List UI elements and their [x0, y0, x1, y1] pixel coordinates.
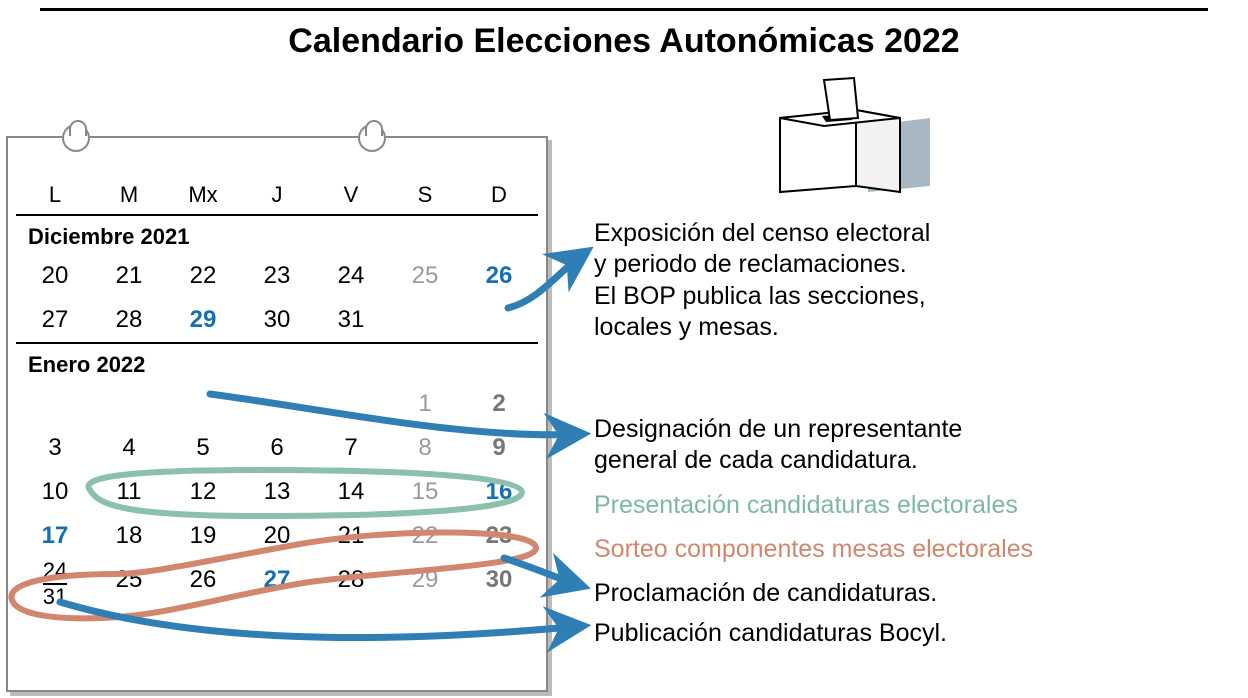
- calendar-day: 15: [388, 472, 462, 512]
- calendar-day: 2: [462, 384, 536, 424]
- calendar-day: 20: [240, 516, 314, 556]
- calendar-day: 29: [166, 300, 240, 340]
- calendar-day: 27: [18, 300, 92, 340]
- weekday-label: V: [314, 182, 388, 208]
- calendar-day: 29: [388, 560, 462, 617]
- weekday-label: S: [388, 182, 462, 208]
- calendar-day: 23: [462, 516, 536, 556]
- calendar-day: 14: [314, 472, 388, 512]
- weekday-label: M: [92, 182, 166, 208]
- binder-holes: [8, 124, 546, 152]
- month-label: Enero 2022: [16, 342, 538, 382]
- calendar-day: 5: [166, 428, 240, 468]
- calendar-months: Diciembre 2021202122232425262728293031En…: [8, 214, 546, 619]
- calendar-day: 11: [92, 472, 166, 512]
- month-label: Diciembre 2021: [16, 214, 538, 254]
- calendar-day: 25: [92, 560, 166, 617]
- calendar-day: 8: [388, 428, 462, 468]
- calendar-week: 10111213141516: [8, 470, 546, 514]
- calendar-day: [166, 384, 240, 424]
- calendar-week: 20212223242526: [8, 254, 546, 298]
- calendar-day: 9: [462, 428, 536, 468]
- calendar-day: 21: [92, 256, 166, 296]
- event-item: Presentación candidaturas electorales: [594, 490, 1018, 521]
- calendar-day: 28: [314, 560, 388, 617]
- calendar-day: 1: [388, 384, 462, 424]
- event-item: Sorteo componentes mesas electorales: [594, 534, 1033, 565]
- calendar-day: 26: [166, 560, 240, 617]
- event-item: Proclamación de candidaturas.: [594, 578, 937, 609]
- calendar-day: 22: [388, 516, 462, 556]
- calendar-week: 17181920212223: [8, 514, 546, 558]
- calendar-day: [314, 384, 388, 424]
- calendar-day: 12: [166, 472, 240, 512]
- calendar-week: 3456789: [8, 426, 546, 470]
- calendar: LMMxJVSD Diciembre 202120212223242526272…: [6, 136, 548, 692]
- binder-hole: [62, 124, 90, 152]
- calendar-day: 6: [240, 428, 314, 468]
- weekday-label: Mx: [166, 182, 240, 208]
- calendar-day: 23: [240, 256, 314, 296]
- calendar-day: [92, 384, 166, 424]
- calendar-day: [240, 384, 314, 424]
- top-rule: [40, 8, 1208, 11]
- event-item: Publicación candidaturas Bocyl.: [594, 618, 947, 649]
- calendar-week: 2431252627282930: [8, 558, 546, 619]
- event-item: Exposición del censo electoraly periodo …: [594, 218, 930, 343]
- calendar-day: [462, 300, 536, 340]
- calendar-day: 13: [240, 472, 314, 512]
- weekday-label: L: [18, 182, 92, 208]
- calendar-day: 26: [462, 256, 536, 296]
- event-item: Designación de un representantegeneral d…: [594, 414, 962, 477]
- calendar-week: 12: [8, 382, 546, 426]
- calendar-day: [388, 300, 462, 340]
- calendar-day: 24: [314, 256, 388, 296]
- calendar-day: 2431: [18, 560, 92, 617]
- calendar-day: 31: [314, 300, 388, 340]
- calendar-day: 3: [18, 428, 92, 468]
- page-title: Calendario Elecciones Autonómicas 2022: [0, 22, 1248, 61]
- weekday-label: D: [462, 182, 536, 208]
- binder-hole: [358, 124, 386, 152]
- calendar-day: 17: [18, 516, 92, 556]
- calendar-day: 28: [92, 300, 166, 340]
- calendar-day: 21: [314, 516, 388, 556]
- calendar-day: 16: [462, 472, 536, 512]
- calendar-day: 19: [166, 516, 240, 556]
- calendar-day: 30: [462, 560, 536, 617]
- calendar-day: 25: [388, 256, 462, 296]
- ballot-box-icon: [760, 74, 940, 209]
- calendar-day: 4: [92, 428, 166, 468]
- calendar-day: 10: [18, 472, 92, 512]
- calendar-week: 2728293031: [8, 298, 546, 342]
- calendar-day: 22: [166, 256, 240, 296]
- calendar-day: 20: [18, 256, 92, 296]
- calendar-day: 30: [240, 300, 314, 340]
- calendar-day: 7: [314, 428, 388, 468]
- calendar-day: 18: [92, 516, 166, 556]
- calendar-day: 27: [240, 560, 314, 617]
- calendar-day: [18, 384, 92, 424]
- weekday-label: J: [240, 182, 314, 208]
